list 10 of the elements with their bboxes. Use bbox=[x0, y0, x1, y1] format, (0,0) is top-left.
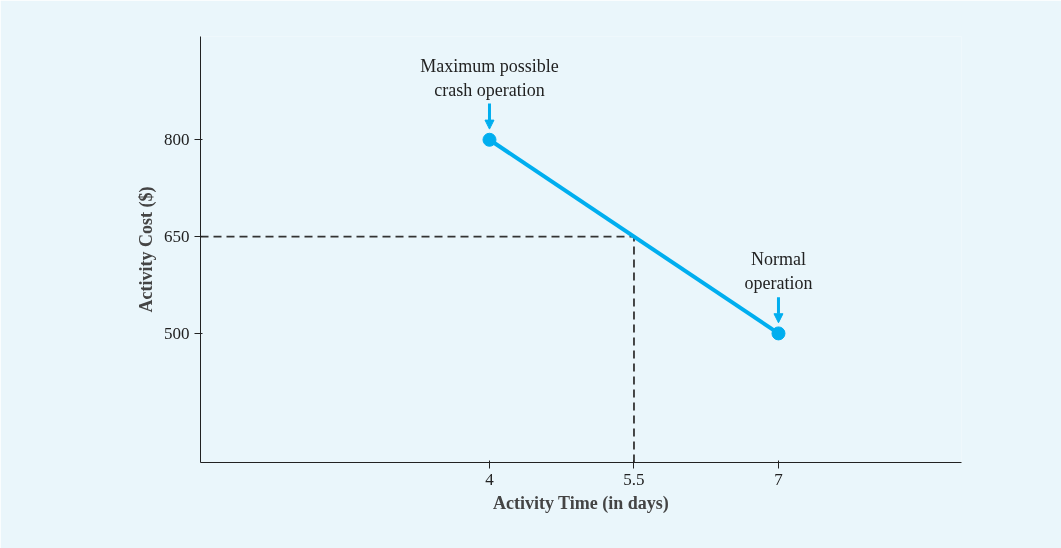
y-tick-label: 800 bbox=[164, 130, 190, 150]
x-tick-label: 7 bbox=[774, 469, 784, 489]
y-axis-title: Activity Cost ($) bbox=[136, 186, 157, 313]
annotation: Normal operation bbox=[744, 249, 813, 294]
y-tick-label: 650 bbox=[164, 227, 190, 247]
x-tick-label: 4 bbox=[485, 469, 495, 489]
y-tick-label: 500 bbox=[164, 323, 190, 343]
x-axis-title: Activity Time (in days) bbox=[492, 492, 669, 514]
annotation: Maximum possible crash operation bbox=[420, 55, 559, 100]
x-tick-label: 5.5 bbox=[623, 469, 645, 489]
